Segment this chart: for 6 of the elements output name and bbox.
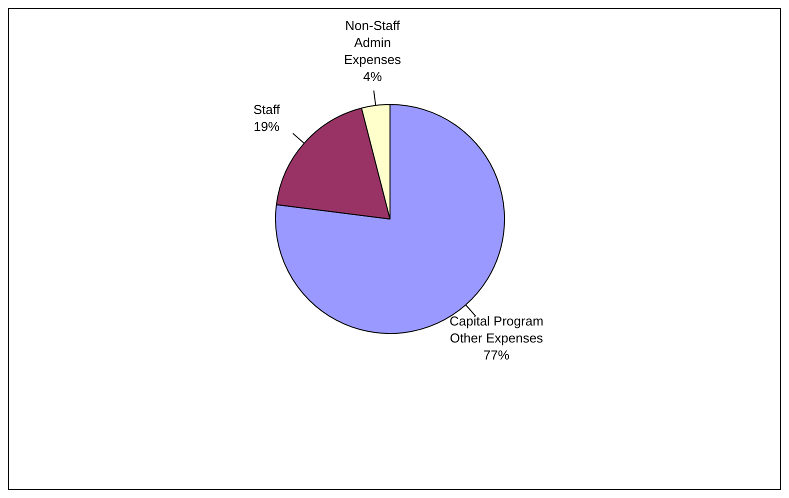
data-label: 4% [363, 68, 382, 84]
slice-label: Non-Staff Admin Expenses [344, 18, 402, 67]
data-label: 77% [483, 348, 510, 363]
data-label: 19% [254, 118, 280, 134]
slice-label: Capital Program Other Expenses [449, 314, 544, 346]
slice-label: Staff [253, 102, 280, 117]
